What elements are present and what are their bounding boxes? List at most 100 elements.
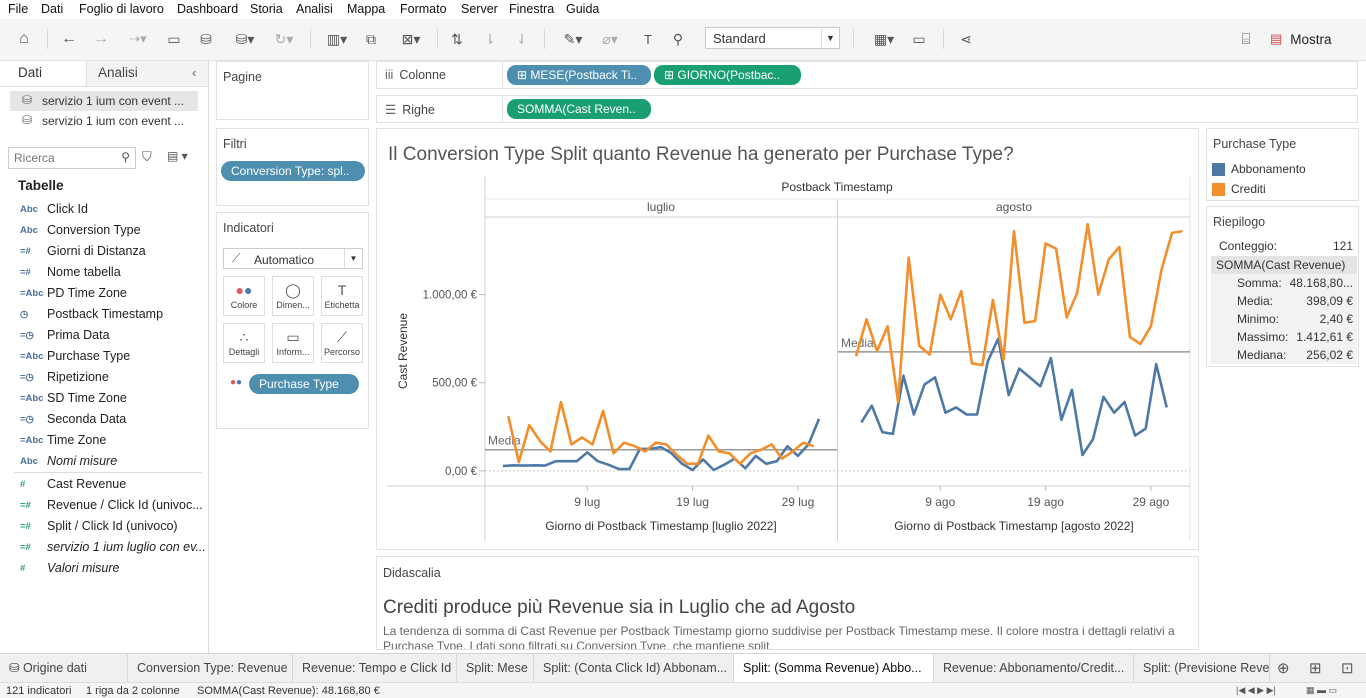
field-item[interactable]: =# Giorni di Distanza — [20, 241, 146, 261]
menu-item[interactable]: Guida — [566, 2, 600, 16]
sheet-tab[interactable]: Split: (Previsione Rever — [1134, 654, 1270, 682]
field-item[interactable]: =# Nome tabella — [20, 262, 121, 282]
menu-item[interactable]: Foglio di lavoro — [79, 2, 164, 16]
collapse-icon[interactable]: ‹ — [192, 65, 197, 80]
panel-header: luglio — [647, 200, 675, 214]
menu-item[interactable]: Storia — [250, 2, 283, 16]
sheet-navigation-icon[interactable]: |◀ ◀ ▶ ▶| — [1236, 685, 1276, 695]
field-name: Revenue / Click Id (univoc... — [47, 498, 203, 512]
field-item[interactable]: =# servizio 1 ium luglio con ev... — [20, 537, 206, 557]
field-item[interactable]: =Abc Time Zone — [20, 430, 106, 450]
tab-datasource[interactable]: ⛁ Origine dati — [0, 654, 128, 682]
new-sheet-icon[interactable]: ▥▾ — [326, 30, 348, 47]
replay-icon[interactable]: ⇢▾ — [129, 31, 147, 46]
view-mode-icon[interactable]: ▦ ▬ ▭ — [1306, 685, 1338, 695]
menu-item[interactable]: File — [8, 2, 29, 16]
rows-pill-revenue[interactable]: SOMMA(Cast Reven.. — [507, 99, 651, 119]
group-icon[interactable]: ⌀▾ — [602, 30, 618, 47]
field-item[interactable]: =◷ Ripetizione — [20, 367, 109, 387]
datasource-item[interactable]: servizio 1 ium con event ... — [42, 114, 185, 128]
sheet-tab[interactable]: Split: Mese — [457, 654, 534, 682]
show-me-label: Mostra — [1290, 31, 1332, 47]
field-type-icon: =Abc — [20, 287, 44, 299]
sheet-tab[interactable]: Revenue: Abbonamento/Credit... — [934, 654, 1134, 682]
refresh-icon[interactable]: ↻▾ — [274, 30, 294, 47]
tooltip-button[interactable]: ▭ Inform... — [272, 323, 314, 363]
size-icon: ◯ — [285, 282, 301, 298]
search-input[interactable] — [14, 149, 118, 167]
save-icon[interactable]: ▭ — [167, 30, 181, 47]
color-pill[interactable]: Purchase Type — [249, 374, 359, 394]
menu-item[interactable]: Analisi — [296, 2, 333, 16]
new-story-icon[interactable]: ⊡ — [1341, 660, 1354, 677]
sheet-tab[interactable]: Split: (Conta Click Id) Abbonam... — [534, 654, 734, 682]
field-item[interactable]: =Abc PD Time Zone — [20, 283, 127, 303]
mark-type-select[interactable]: ⟋ Automatico ▼ — [223, 248, 363, 269]
show-cards-icon[interactable]: ▦▾ — [873, 30, 895, 47]
swap-icon[interactable]: ⇅ — [451, 30, 463, 47]
pin-icon[interactable]: ⚲ — [672, 30, 684, 47]
size-button[interactable]: ◯ Dimen... — [272, 276, 314, 316]
field-name: Cast Revenue — [47, 477, 127, 491]
field-item[interactable]: =◷ Seconda Data — [20, 409, 126, 429]
label-button[interactable]: T Etichetta — [321, 276, 363, 316]
view-options-icon[interactable]: ▤ ▾ — [167, 149, 188, 163]
sort-desc-icon[interactable]: ⇃ — [516, 30, 528, 47]
tab-analysis[interactable]: Analisi — [98, 65, 138, 80]
clear-sheet-icon[interactable]: ⊠▾ — [401, 30, 421, 47]
new-datasource-icon[interactable]: ⛁ — [200, 30, 212, 47]
labels-icon[interactable]: T — [644, 31, 652, 47]
sheet-tab[interactable]: Revenue: Tempo e Click Id — [293, 654, 457, 682]
redo-icon[interactable]: → — [93, 30, 109, 47]
field-item[interactable]: Abc Click Id — [20, 199, 88, 219]
field-item[interactable]: Abc Nomi misure — [20, 451, 117, 471]
legend-item-abbonamento[interactable]: Abbonamento — [1212, 162, 1306, 176]
filter-icon[interactable]: ⛉ — [142, 149, 152, 164]
presentation-icon[interactable]: ▭ — [912, 30, 926, 47]
field-item[interactable]: ◷ Postback Timestamp — [20, 304, 163, 324]
undo-icon[interactable]: ← — [61, 30, 77, 47]
book-icon[interactable]: ⌸ — [1241, 30, 1251, 48]
menu-item[interactable]: Dati — [41, 2, 64, 16]
fit-select[interactable]: Standard ▼ — [705, 27, 840, 49]
sheet-tab[interactable]: Conversion Type: Revenue — [128, 654, 293, 682]
new-sheet-icon[interactable]: ⊕ — [1277, 660, 1290, 677]
duplicate-sheet-icon[interactable]: ⧉ — [366, 30, 376, 47]
tab-data[interactable]: Dati — [18, 65, 43, 80]
detail-button[interactable]: ∴ Dettagli — [223, 323, 265, 363]
home-icon[interactable]: ⌂ — [19, 30, 29, 47]
menu-item[interactable]: Dashboard — [177, 2, 239, 16]
columns-pill-month[interactable]: ⊞ MESE(Postback Ti.. — [507, 65, 651, 85]
share-icon[interactable]: ⋖ — [960, 30, 972, 47]
pause-updates-icon[interactable]: ⛁▾ — [235, 30, 255, 47]
field-item[interactable]: =# Revenue / Click Id (univoc... — [20, 495, 203, 515]
filter-pill[interactable]: Conversion Type: spl.. — [221, 161, 365, 181]
field-item[interactable]: =Abc Purchase Type — [20, 346, 130, 366]
sort-asc-icon[interactable]: ⇂ — [484, 30, 496, 47]
x-axis-label: Giorno di Postback Timestamp [agosto 202… — [894, 519, 1133, 533]
field-item[interactable]: # Cast Revenue — [20, 474, 126, 494]
menu-item[interactable]: Server — [461, 2, 498, 16]
field-type-icon: # — [20, 478, 26, 490]
highlight-icon[interactable]: ✎▾ — [563, 30, 583, 47]
field-name: servizio 1 ium luglio con ev... — [47, 540, 206, 554]
field-item[interactable]: =Abc SD Time Zone — [20, 388, 127, 408]
columns-pill-day[interactable]: ⊞ GIORNO(Postbac.. — [654, 65, 801, 85]
color-button[interactable]: ●● Colore — [223, 276, 265, 316]
show-me-button[interactable]: ▤ Mostra — [1270, 28, 1350, 50]
field-item[interactable]: =◷ Prima Data — [20, 325, 110, 345]
field-name: Prima Data — [47, 328, 110, 342]
menu-item[interactable]: Formato — [400, 2, 447, 16]
menu-item[interactable]: Mappa — [347, 2, 386, 16]
menu-item[interactable]: Finestra — [509, 2, 555, 16]
field-item[interactable]: =# Split / Click Id (univoco) — [20, 516, 178, 536]
field-type-icon: # — [20, 562, 26, 574]
legend-item-crediti[interactable]: Crediti — [1212, 182, 1266, 196]
field-item[interactable]: # Valori misure — [20, 558, 119, 578]
sheet-tab[interactable]: Split: (Somma Revenue) Abbo... — [734, 654, 934, 682]
datasource-item[interactable]: servizio 1 ium con event ... — [42, 94, 185, 108]
field-item[interactable]: Abc Conversion Type — [20, 220, 141, 240]
path-button[interactable]: ⟋ Percorso — [321, 323, 363, 363]
new-dashboard-icon[interactable]: ⊞ — [1309, 660, 1322, 677]
viz-area: Il Conversion Type Split quanto Revenue … — [376, 128, 1199, 550]
